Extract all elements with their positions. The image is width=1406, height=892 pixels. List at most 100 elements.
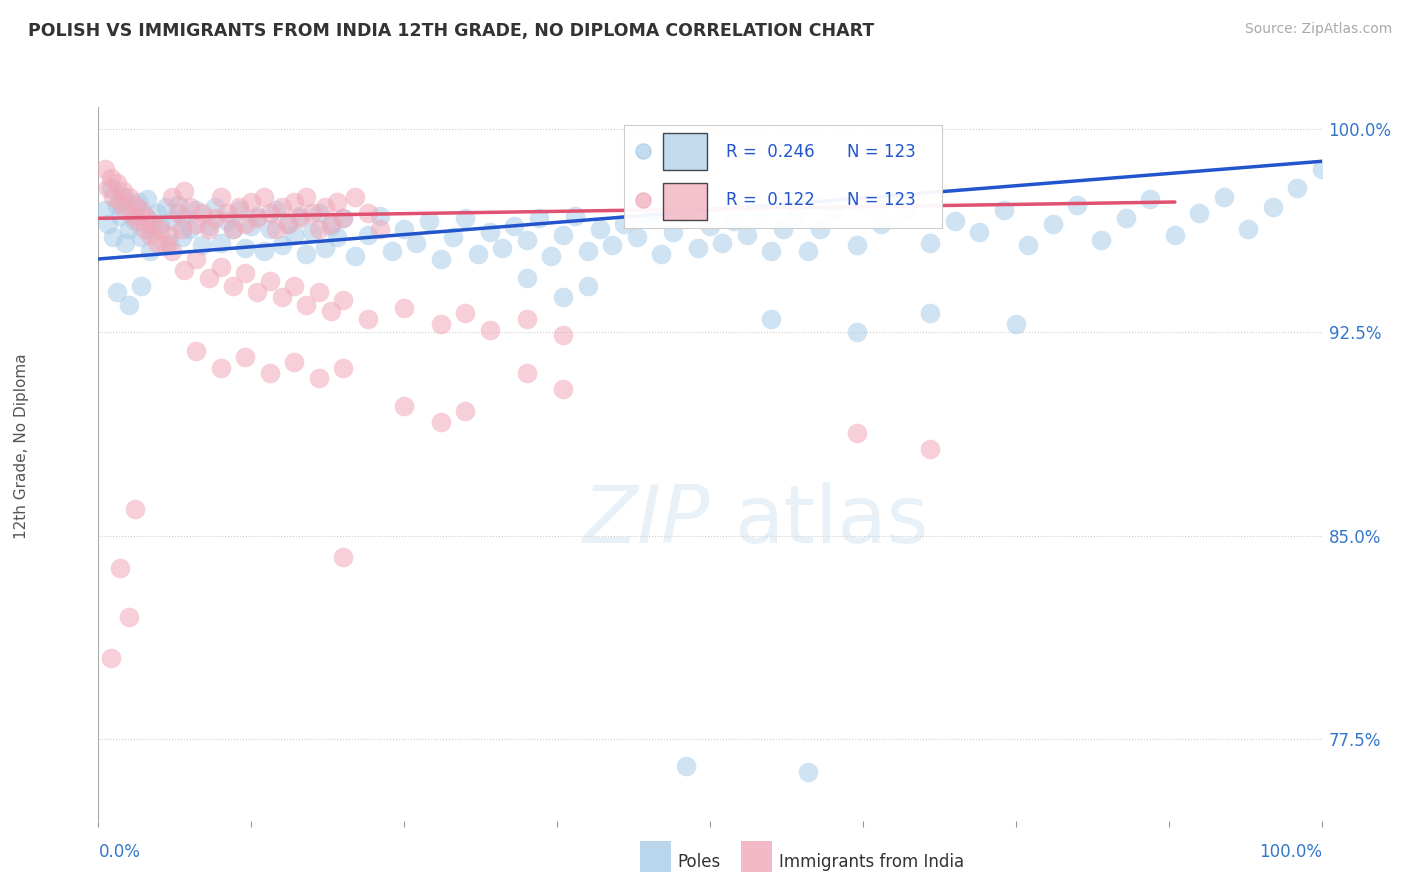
Point bbox=[454, 211, 477, 226]
Point bbox=[478, 225, 501, 239]
Point bbox=[118, 222, 141, 236]
Point bbox=[748, 206, 770, 220]
Point bbox=[1017, 238, 1039, 252]
Point bbox=[711, 235, 734, 250]
Point bbox=[430, 252, 453, 266]
Point bbox=[633, 144, 655, 158]
Point bbox=[167, 206, 190, 220]
Point bbox=[301, 225, 323, 239]
Point bbox=[186, 203, 208, 218]
Point bbox=[228, 201, 250, 215]
Text: POLISH VS IMMIGRANTS FROM INDIA 12TH GRADE, NO DIPLOMA CORRELATION CHART: POLISH VS IMMIGRANTS FROM INDIA 12TH GRA… bbox=[28, 22, 875, 40]
Point bbox=[1237, 222, 1260, 236]
Point bbox=[430, 415, 453, 429]
Point bbox=[283, 194, 305, 209]
Point bbox=[114, 203, 136, 218]
Point bbox=[142, 225, 165, 239]
Point bbox=[127, 214, 149, 228]
Point bbox=[191, 238, 214, 252]
Point bbox=[319, 217, 342, 231]
Point bbox=[301, 206, 323, 220]
Point bbox=[124, 198, 146, 212]
Point bbox=[368, 209, 391, 223]
Point bbox=[149, 222, 172, 236]
Point bbox=[920, 306, 942, 320]
Point bbox=[97, 181, 120, 195]
Point bbox=[920, 235, 942, 250]
Point bbox=[441, 230, 464, 244]
Point bbox=[270, 290, 294, 304]
Point bbox=[392, 301, 416, 315]
Point bbox=[613, 217, 636, 231]
Point bbox=[129, 203, 152, 218]
Point bbox=[259, 274, 281, 288]
Point bbox=[173, 263, 195, 277]
Point bbox=[222, 222, 245, 236]
Point bbox=[264, 203, 287, 218]
Point bbox=[540, 249, 562, 263]
Point bbox=[100, 181, 122, 195]
Point bbox=[344, 249, 367, 263]
Point bbox=[332, 211, 354, 226]
Point bbox=[259, 206, 281, 220]
Point bbox=[173, 211, 195, 226]
Point bbox=[134, 209, 156, 223]
Point bbox=[785, 209, 807, 223]
Point bbox=[270, 201, 294, 215]
Point bbox=[797, 244, 820, 258]
Point bbox=[110, 561, 132, 575]
Point bbox=[564, 209, 586, 223]
Point bbox=[233, 266, 256, 280]
Point bbox=[124, 501, 146, 516]
Point bbox=[589, 222, 612, 236]
Point bbox=[204, 211, 226, 226]
Point bbox=[146, 235, 169, 250]
Point bbox=[650, 246, 672, 260]
Point bbox=[638, 209, 661, 223]
Point bbox=[344, 189, 367, 203]
Point bbox=[149, 217, 172, 231]
Point bbox=[1261, 201, 1284, 215]
Point bbox=[295, 246, 318, 260]
Point bbox=[191, 206, 214, 220]
Point bbox=[761, 244, 783, 258]
Point bbox=[197, 271, 219, 285]
Point bbox=[845, 325, 868, 339]
Point bbox=[368, 222, 391, 236]
Point bbox=[121, 203, 143, 218]
Point bbox=[110, 194, 132, 209]
Point bbox=[319, 219, 342, 234]
Point bbox=[100, 650, 122, 665]
Point bbox=[576, 244, 599, 258]
Text: Immigrants from India: Immigrants from India bbox=[779, 853, 965, 871]
Point bbox=[155, 238, 177, 252]
Point bbox=[662, 225, 685, 239]
Point bbox=[308, 371, 330, 385]
Point bbox=[233, 241, 256, 255]
Point bbox=[600, 238, 623, 252]
Point bbox=[233, 217, 256, 231]
Point bbox=[314, 241, 336, 255]
Point bbox=[633, 194, 655, 208]
Point bbox=[553, 328, 575, 343]
Point bbox=[129, 279, 152, 293]
Point bbox=[93, 203, 115, 218]
Point bbox=[332, 211, 354, 226]
Point bbox=[491, 241, 513, 255]
Point bbox=[576, 279, 599, 293]
Point bbox=[332, 550, 354, 565]
Point bbox=[110, 209, 132, 223]
Point bbox=[157, 235, 180, 250]
Point bbox=[111, 189, 134, 203]
Point bbox=[332, 360, 354, 375]
Point bbox=[136, 192, 159, 206]
Text: R =  0.246: R = 0.246 bbox=[725, 143, 815, 161]
Point bbox=[101, 230, 124, 244]
Point bbox=[467, 246, 489, 260]
Point bbox=[1042, 217, 1064, 231]
Text: N = 123: N = 123 bbox=[846, 192, 915, 210]
Point bbox=[222, 222, 245, 236]
Point bbox=[197, 219, 219, 234]
Point bbox=[129, 230, 152, 244]
Point bbox=[993, 203, 1015, 218]
